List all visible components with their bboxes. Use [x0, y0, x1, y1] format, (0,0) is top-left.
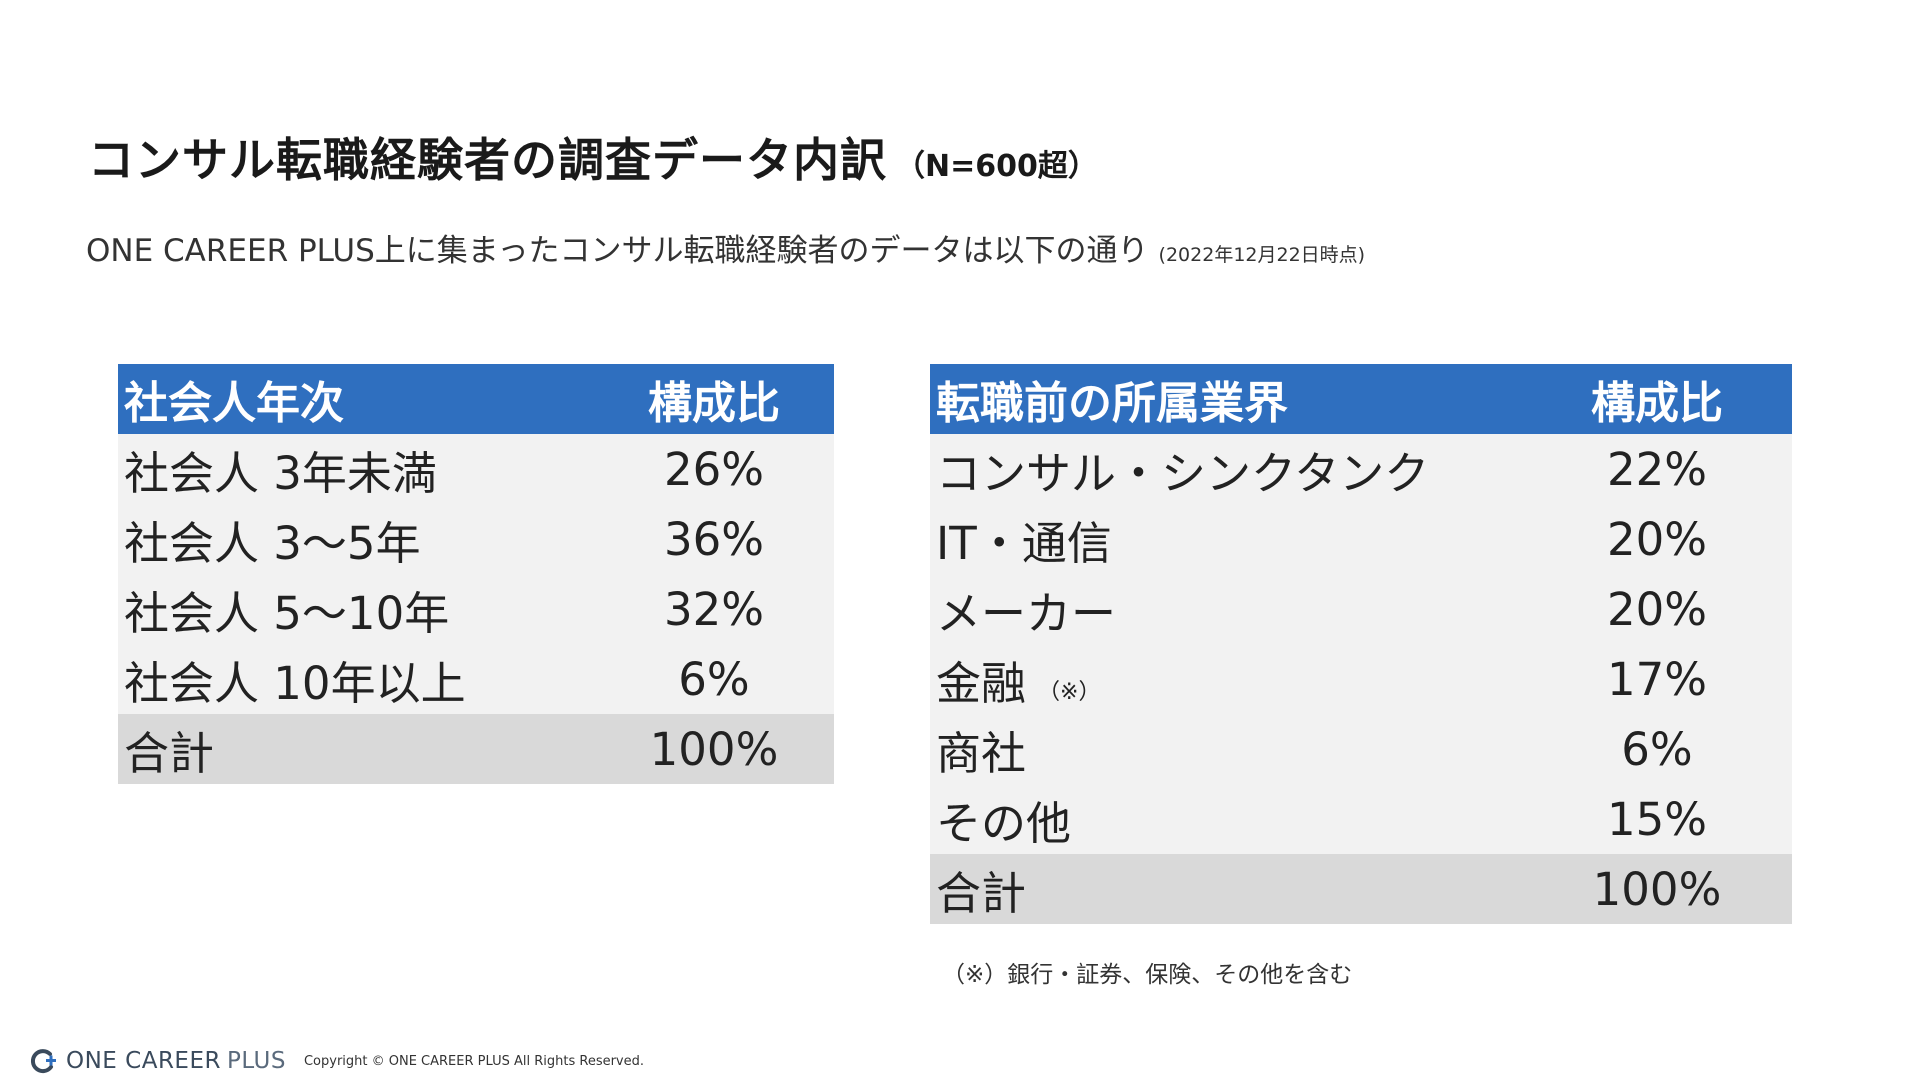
- total-label: 合計: [930, 854, 1522, 924]
- page-title-sample-size: （N=600超）: [895, 149, 1098, 184]
- row-label: 社会人 3〜5年: [118, 504, 594, 574]
- row-value: 22%: [1522, 434, 1792, 504]
- page-title: コンサル転職経験者の調査データ内訳 （N=600超）: [88, 124, 1098, 190]
- page-title-main: コンサル転職経験者の調査データ内訳: [88, 133, 887, 187]
- footer-copyright: Copyright © ONE CAREER PLUS All Rights R…: [303, 1053, 645, 1069]
- header-industry-label: 転職前の所属業界: [930, 364, 1522, 434]
- row-value: 26%: [594, 434, 834, 504]
- row-label-text: 金融: [936, 656, 1027, 710]
- header-ratio-label: 構成比: [594, 364, 834, 434]
- table-row: 社会人 10年以上 6%: [118, 644, 834, 714]
- row-value: 36%: [594, 504, 834, 574]
- row-label: IT・通信: [930, 504, 1522, 574]
- table-row: 社会人 3〜5年 36%: [118, 504, 834, 574]
- table-row: その他 15%: [930, 784, 1792, 854]
- footer: ONE CAREER PLUS Copyright © ONE CAREER PL…: [28, 1046, 644, 1076]
- footer-logo-text: ONE CAREER PLUS: [66, 1048, 286, 1074]
- table-header-row: 転職前の所属業界 構成比: [930, 364, 1792, 434]
- total-value: 100%: [1522, 854, 1792, 924]
- total-value: 100%: [594, 714, 834, 784]
- row-label-text: IT・通信: [936, 516, 1112, 570]
- row-value: 15%: [1522, 784, 1792, 854]
- years-of-experience-table: 社会人年次 構成比 社会人 3年未満 26% 社会人 3〜5年 36% 社会人 …: [118, 364, 834, 784]
- row-value: 6%: [1522, 714, 1792, 784]
- row-label-text: その他: [936, 796, 1072, 850]
- row-label: 社会人 3年未満: [118, 434, 594, 504]
- row-value: 6%: [594, 644, 834, 714]
- table-row: 社会人 5〜10年 32%: [118, 574, 834, 644]
- row-label: 社会人 10年以上: [118, 644, 594, 714]
- row-value: 20%: [1522, 574, 1792, 644]
- row-label: 商社: [930, 714, 1522, 784]
- page-subtitle: ONE CAREER PLUS上に集まったコンサル転職経験者のデータは以下の通り…: [86, 225, 1365, 270]
- one-career-plus-logo-icon: [30, 1049, 56, 1074]
- row-label-text: 商社: [936, 726, 1027, 780]
- header-years-label: 社会人年次: [118, 364, 594, 434]
- table-row: メーカー 20%: [930, 574, 1792, 644]
- row-label: その他: [930, 784, 1522, 854]
- row-label: 社会人 5〜10年: [118, 574, 594, 644]
- total-label: 合計: [118, 714, 594, 784]
- table-row: 商社 6%: [930, 714, 1792, 784]
- previous-industry-table: 転職前の所属業界 構成比 コンサル・シンクタンク 22% IT・通信 20% メ…: [930, 364, 1792, 924]
- table-row: IT・通信 20%: [930, 504, 1792, 574]
- table-row: 社会人 3年未満 26%: [118, 434, 834, 504]
- row-note-marker: （※）: [1038, 679, 1101, 705]
- row-label: 金融 （※）: [930, 644, 1522, 714]
- table-total-row: 合計 100%: [930, 854, 1792, 924]
- footer-logo-main: ONE CAREER: [66, 1048, 221, 1074]
- page-subtitle-text: ONE CAREER PLUS上に集まったコンサル転職経験者のデータは以下の通り: [86, 233, 1149, 269]
- row-label-text: コンサル・シンクタンク: [936, 446, 1430, 500]
- row-label: コンサル・シンクタンク: [930, 434, 1522, 504]
- row-label-text: メーカー: [936, 586, 1117, 640]
- table-row: 金融 （※） 17%: [930, 644, 1792, 714]
- row-value: 20%: [1522, 504, 1792, 574]
- industry-footnote: （※）銀行・証券、保険、その他を含む: [942, 962, 1353, 988]
- row-label: メーカー: [930, 574, 1522, 644]
- row-value: 17%: [1522, 644, 1792, 714]
- table-row: コンサル・シンクタンク 22%: [930, 434, 1792, 504]
- row-value: 32%: [594, 574, 834, 644]
- table-total-row: 合計 100%: [118, 714, 834, 784]
- page-subtitle-date: (2022年12月22日時点): [1158, 244, 1366, 266]
- header-ratio-label: 構成比: [1522, 364, 1792, 434]
- footer-logo-plus: PLUS: [226, 1048, 286, 1074]
- table-header-row: 社会人年次 構成比: [118, 364, 834, 434]
